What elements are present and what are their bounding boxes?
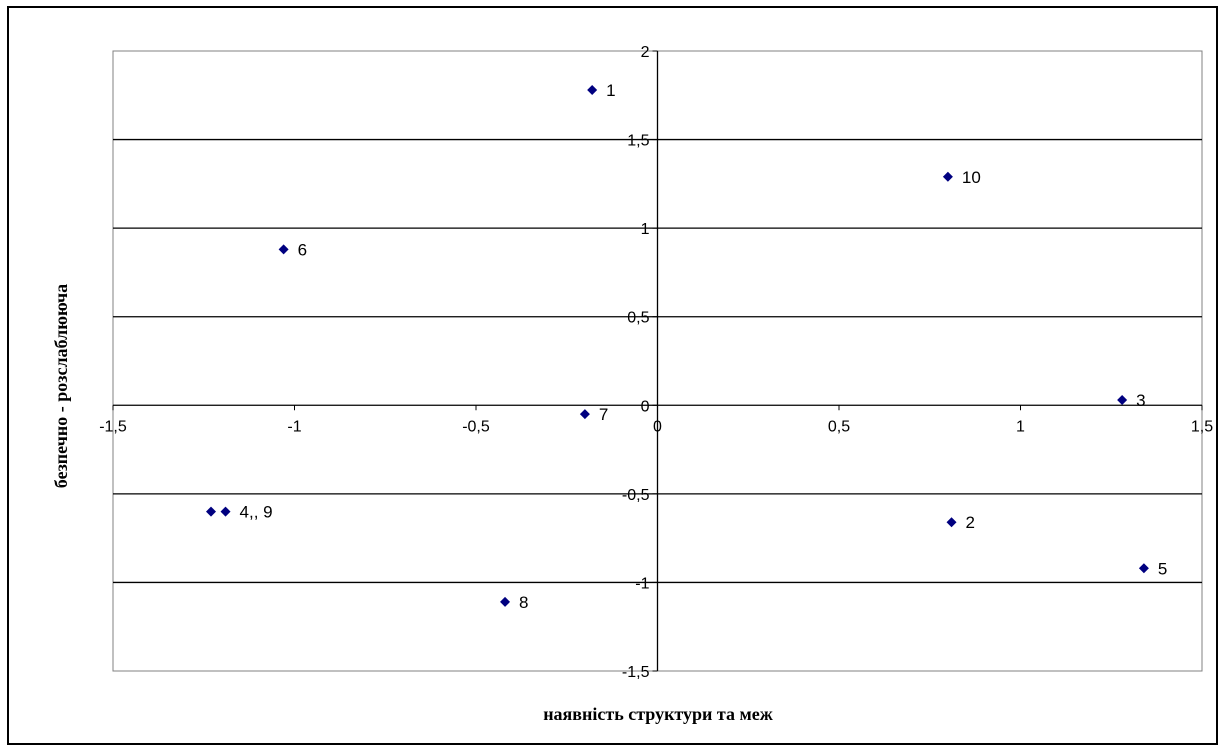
x-tick-label: 0 <box>653 418 662 435</box>
y-tick-label: 2 <box>641 44 650 61</box>
y-tick-label: 0 <box>641 398 650 415</box>
x-tick-label: -0,5 <box>462 418 490 435</box>
y-tick-label: 1,5 <box>627 133 649 150</box>
data-point <box>206 506 217 517</box>
point-label: 10 <box>962 168 981 187</box>
point-label: 3 <box>1136 391 1145 410</box>
y-tick-label: -1,5 <box>622 664 650 681</box>
point-label: 5 <box>1158 559 1167 578</box>
y-tick-label: -1 <box>635 575 649 592</box>
axes <box>112 50 1203 672</box>
y-tick-label: 1 <box>641 221 650 238</box>
data-point <box>587 84 598 95</box>
data-point <box>1117 394 1128 405</box>
data-point <box>579 409 590 420</box>
chart-frame: -1,5 -1 -0,5 0 0,5 1 1,5 -1,5 -1 -0,5 0 0,5 1 1,5 2 1 2… <box>7 6 1218 745</box>
data-point <box>500 596 511 607</box>
data-point <box>220 506 231 517</box>
y-axis-title: безпечно - розслаблююча <box>51 284 71 488</box>
x-axis-title: наявність структури та меж <box>543 704 774 724</box>
point-label: 4,, 9 <box>240 503 273 522</box>
point-label: 1 <box>606 81 615 100</box>
y-tick-label: -0,5 <box>622 487 650 504</box>
y-tick-label: 0,5 <box>627 310 649 327</box>
tick-labels: -1,5 -1 -0,5 0 0,5 1 1,5 -1,5 -1 -0,5 0 0,5 1 1,5 2 <box>99 44 1213 681</box>
scatter-chart: -1,5 -1 -0,5 0 0,5 1 1,5 -1,5 -1 -0,5 0 0,5 1 1,5 2 1 2… <box>51 44 1213 724</box>
point-label: 6 <box>298 240 307 259</box>
data-point <box>946 517 957 528</box>
point-label: 7 <box>599 405 608 424</box>
x-tick-label: 0,5 <box>828 418 850 435</box>
x-tick-label: 1,5 <box>1191 418 1213 435</box>
x-tick-label: -1,5 <box>99 418 127 435</box>
x-tick-label: 1 <box>1016 418 1025 435</box>
data-points <box>206 84 1149 607</box>
point-label: 2 <box>966 513 975 532</box>
x-tick-label: -1 <box>287 418 301 435</box>
data-point <box>1138 563 1149 574</box>
data-point <box>278 244 289 255</box>
point-label: 8 <box>519 593 528 612</box>
data-point <box>942 171 953 182</box>
